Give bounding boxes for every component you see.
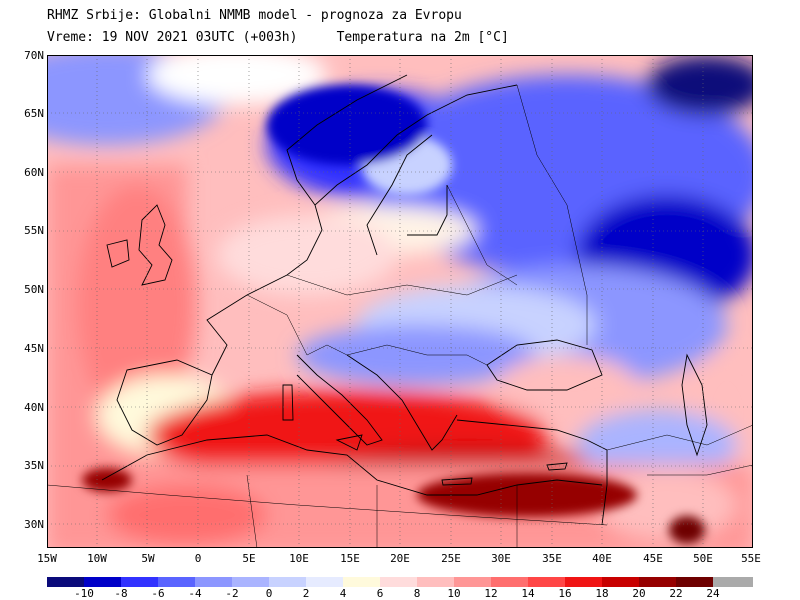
lon-label-25e: 25E <box>441 552 461 565</box>
colorbar-label: 0 <box>265 587 273 600</box>
lat-label-65n: 65N <box>24 107 44 120</box>
colorbar-label: 22 <box>669 587 683 600</box>
colorbar-segment <box>676 577 713 587</box>
colorbar-label: 8 <box>413 587 421 600</box>
colorbar-label: 4 <box>339 587 347 600</box>
colorbar-segment <box>380 577 417 587</box>
lat-label-40n: 40N <box>24 401 44 414</box>
colorbar-label: -6 <box>151 587 165 600</box>
colorbar-segment <box>232 577 269 587</box>
colorbar-segment <box>306 577 343 587</box>
lon-label-45e: 45E <box>643 552 663 565</box>
colorbar-label: 12 <box>484 587 498 600</box>
lat-label-35n: 35N <box>24 459 44 472</box>
variable-label: Temperatura na 2m [°C] <box>336 30 509 45</box>
lon-label-40e: 40E <box>592 552 612 565</box>
colorbar-label: 6 <box>376 587 384 600</box>
colorbar-label: -4 <box>188 587 202 600</box>
colorbar-segment <box>417 577 454 587</box>
map-subtitle: Vreme: 19 NOV 2021 03UTC (+003h) Tempera… <box>47 30 509 45</box>
colorbar-segment <box>195 577 232 587</box>
colorbar-segment <box>713 577 753 587</box>
lon-label-55e: 55E <box>741 552 761 565</box>
colorbar-label: -10 <box>74 587 94 600</box>
colorbar-segment <box>528 577 565 587</box>
lon-label-5e: 5E <box>242 552 256 565</box>
colorbar-label: 10 <box>447 587 461 600</box>
colorbar-segment <box>639 577 676 587</box>
lon-label-10w: 10W <box>87 552 107 565</box>
map-title: RHMZ Srbije: Globalni NMMB model - progn… <box>47 8 462 23</box>
colorbar-label: 18 <box>595 587 609 600</box>
colorbar-label: 24 <box>706 587 720 600</box>
colorbar-segment <box>158 577 195 587</box>
lon-label-35e: 35E <box>542 552 562 565</box>
lon-label-0: 0 <box>194 552 202 565</box>
lon-label-10e: 10E <box>289 552 309 565</box>
colorbar-segment <box>121 577 158 587</box>
lon-label-30e: 30E <box>491 552 511 565</box>
colorbar-segment <box>47 577 84 587</box>
lat-label-30n: 30N <box>24 518 44 531</box>
colorbar-label: -2 <box>225 587 239 600</box>
colorbar-segment <box>269 577 306 587</box>
colorbar-segment <box>343 577 380 587</box>
colorbar-segment <box>565 577 602 587</box>
lon-label-50e: 50E <box>693 552 713 565</box>
lon-label-15e: 15E <box>340 552 360 565</box>
colorbar-label: 20 <box>632 587 646 600</box>
lat-label-45n: 45N <box>24 342 44 355</box>
colorbar-label: 16 <box>558 587 572 600</box>
lon-label-15w: 15W <box>37 552 57 565</box>
map-canvas <box>47 55 753 548</box>
lon-label-20e: 20E <box>390 552 410 565</box>
map-border <box>47 55 753 548</box>
lon-label-5w: 5W <box>141 552 155 565</box>
lat-label-50n: 50N <box>24 283 44 296</box>
gridlines <box>47 55 753 548</box>
lat-label-60n: 60N <box>24 166 44 179</box>
colorbar-segment <box>454 577 491 587</box>
lat-label-70n: 70N <box>24 49 44 62</box>
country-borders <box>47 84 753 548</box>
colorbar-label: -8 <box>114 587 128 600</box>
colorbar-segment <box>84 577 121 587</box>
colorbar-label: 14 <box>521 587 535 600</box>
colorbar-label: 2 <box>302 587 310 600</box>
temperature-map <box>47 55 753 548</box>
forecast-time: Vreme: 19 NOV 2021 03UTC (+003h) <box>47 30 298 45</box>
lat-label-55n: 55N <box>24 224 44 237</box>
colorbar-segment <box>602 577 639 587</box>
colorbar-segment <box>491 577 528 587</box>
